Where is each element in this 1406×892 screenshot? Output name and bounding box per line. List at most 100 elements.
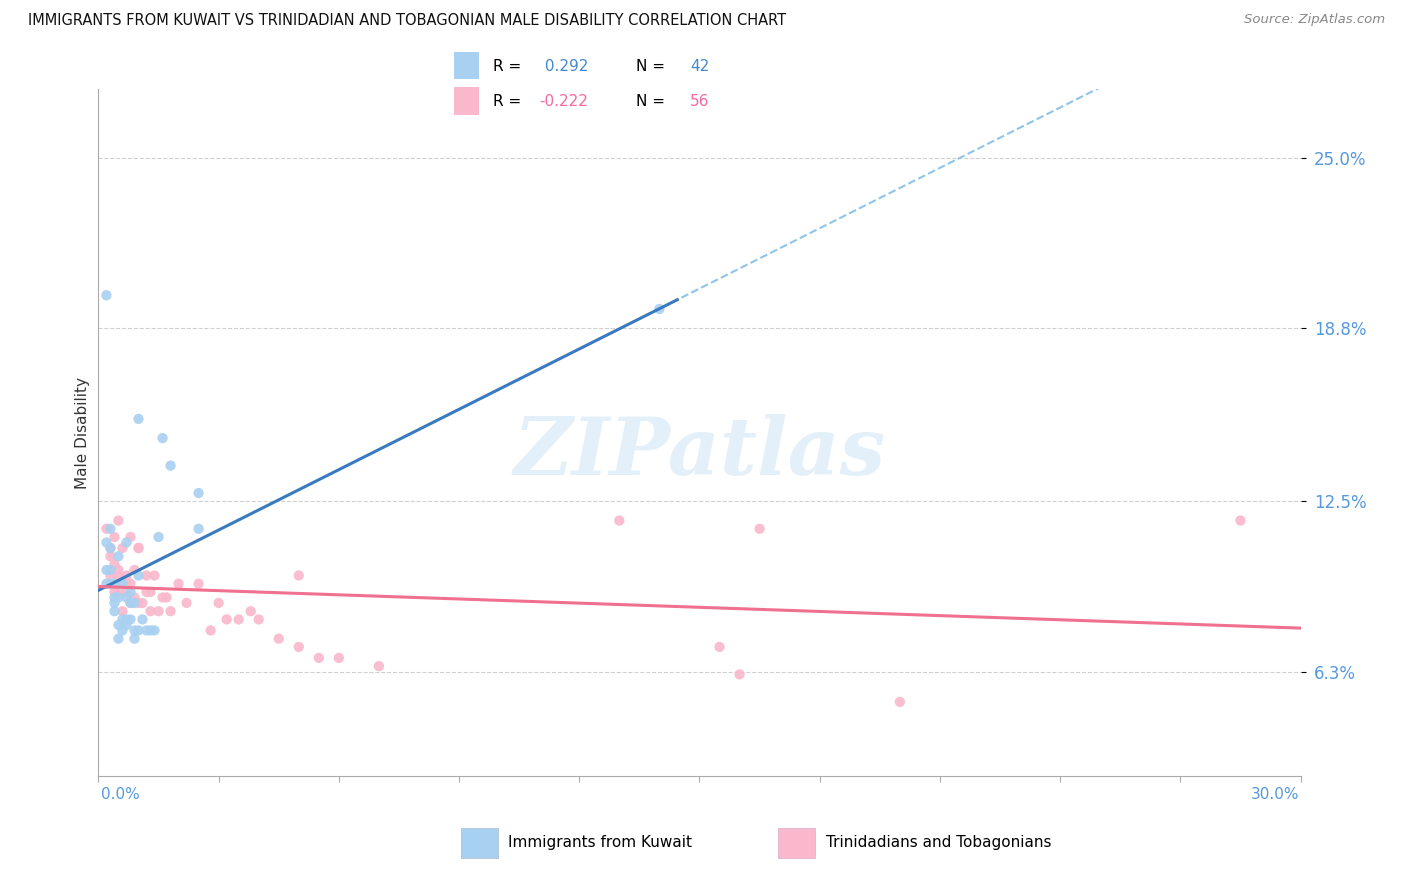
Point bbox=[148, 530, 170, 544]
Point bbox=[100, 549, 122, 564]
Point bbox=[115, 591, 138, 605]
Point bbox=[107, 591, 129, 605]
Point bbox=[107, 563, 129, 577]
Point bbox=[187, 486, 209, 500]
Point bbox=[124, 632, 146, 646]
Point bbox=[124, 624, 146, 638]
Point bbox=[128, 541, 150, 555]
Point bbox=[648, 301, 671, 316]
Text: N =: N = bbox=[637, 94, 671, 109]
Text: 0.292: 0.292 bbox=[540, 59, 588, 74]
Point bbox=[155, 591, 177, 605]
Point bbox=[115, 568, 138, 582]
Point bbox=[100, 522, 122, 536]
Point bbox=[107, 585, 129, 599]
Point bbox=[103, 558, 125, 572]
Point bbox=[288, 568, 311, 582]
Point bbox=[139, 585, 162, 599]
Bar bbox=[779, 828, 815, 858]
Point bbox=[889, 695, 911, 709]
Point bbox=[609, 514, 631, 528]
Point bbox=[748, 522, 770, 536]
Point bbox=[124, 563, 146, 577]
Point bbox=[96, 563, 118, 577]
Text: R =: R = bbox=[494, 59, 526, 74]
Point bbox=[107, 632, 129, 646]
Point bbox=[115, 585, 138, 599]
Point bbox=[135, 568, 157, 582]
Point bbox=[111, 612, 134, 626]
Point bbox=[115, 535, 138, 549]
Y-axis label: Male Disability: Male Disability bbox=[75, 376, 90, 489]
Point bbox=[1229, 514, 1251, 528]
Point bbox=[115, 612, 138, 626]
Point bbox=[107, 514, 129, 528]
Point bbox=[120, 585, 142, 599]
Point bbox=[176, 596, 198, 610]
Point bbox=[288, 640, 311, 654]
Point bbox=[107, 549, 129, 564]
Point bbox=[128, 568, 150, 582]
Point bbox=[111, 541, 134, 555]
Point bbox=[103, 585, 125, 599]
Point bbox=[96, 288, 118, 302]
Point bbox=[159, 604, 181, 618]
Point bbox=[103, 604, 125, 618]
Point bbox=[103, 576, 125, 591]
Point bbox=[167, 576, 190, 591]
Point bbox=[128, 541, 150, 555]
Point bbox=[124, 596, 146, 610]
Point bbox=[152, 591, 174, 605]
Text: 56: 56 bbox=[690, 94, 710, 109]
Point bbox=[100, 563, 122, 577]
Point bbox=[111, 624, 134, 638]
Point bbox=[139, 604, 162, 618]
Point bbox=[120, 612, 142, 626]
Point bbox=[120, 576, 142, 591]
Point bbox=[107, 618, 129, 632]
Point bbox=[115, 618, 138, 632]
Point bbox=[111, 576, 134, 591]
Point bbox=[267, 632, 290, 646]
Point bbox=[709, 640, 731, 654]
Point bbox=[100, 541, 122, 555]
Point bbox=[247, 612, 270, 626]
Point bbox=[239, 604, 262, 618]
Text: IMMIGRANTS FROM KUWAIT VS TRINIDADIAN AND TOBAGONIAN MALE DISABILITY CORRELATION: IMMIGRANTS FROM KUWAIT VS TRINIDADIAN AN… bbox=[28, 13, 786, 29]
Point bbox=[103, 596, 125, 610]
Point bbox=[187, 522, 209, 536]
Text: ZIPatlas: ZIPatlas bbox=[513, 415, 886, 492]
Text: -0.222: -0.222 bbox=[540, 94, 589, 109]
Point bbox=[187, 576, 209, 591]
Text: 0.0%: 0.0% bbox=[101, 787, 141, 802]
Point bbox=[103, 591, 125, 605]
Point bbox=[143, 624, 166, 638]
Point bbox=[96, 576, 118, 591]
Text: Trinidadians and Tobagonians: Trinidadians and Tobagonians bbox=[825, 835, 1052, 850]
Point bbox=[128, 624, 150, 638]
Point bbox=[148, 604, 170, 618]
Bar bbox=[454, 52, 478, 79]
Point bbox=[120, 530, 142, 544]
Point bbox=[728, 667, 751, 681]
Point bbox=[135, 624, 157, 638]
Point bbox=[100, 576, 122, 591]
Point bbox=[328, 651, 350, 665]
Point bbox=[128, 412, 150, 426]
Point bbox=[120, 596, 142, 610]
Point bbox=[308, 651, 330, 665]
Point bbox=[124, 591, 146, 605]
Point bbox=[100, 568, 122, 582]
Point bbox=[111, 576, 134, 591]
Point bbox=[135, 585, 157, 599]
Point bbox=[103, 530, 125, 544]
Point bbox=[111, 604, 134, 618]
Text: N =: N = bbox=[637, 59, 671, 74]
Bar bbox=[461, 828, 498, 858]
Text: Immigrants from Kuwait: Immigrants from Kuwait bbox=[509, 835, 692, 850]
Bar bbox=[454, 87, 478, 114]
Point bbox=[228, 612, 250, 626]
Text: Source: ZipAtlas.com: Source: ZipAtlas.com bbox=[1244, 13, 1385, 27]
Text: 30.0%: 30.0% bbox=[1251, 787, 1299, 802]
Point bbox=[120, 596, 142, 610]
